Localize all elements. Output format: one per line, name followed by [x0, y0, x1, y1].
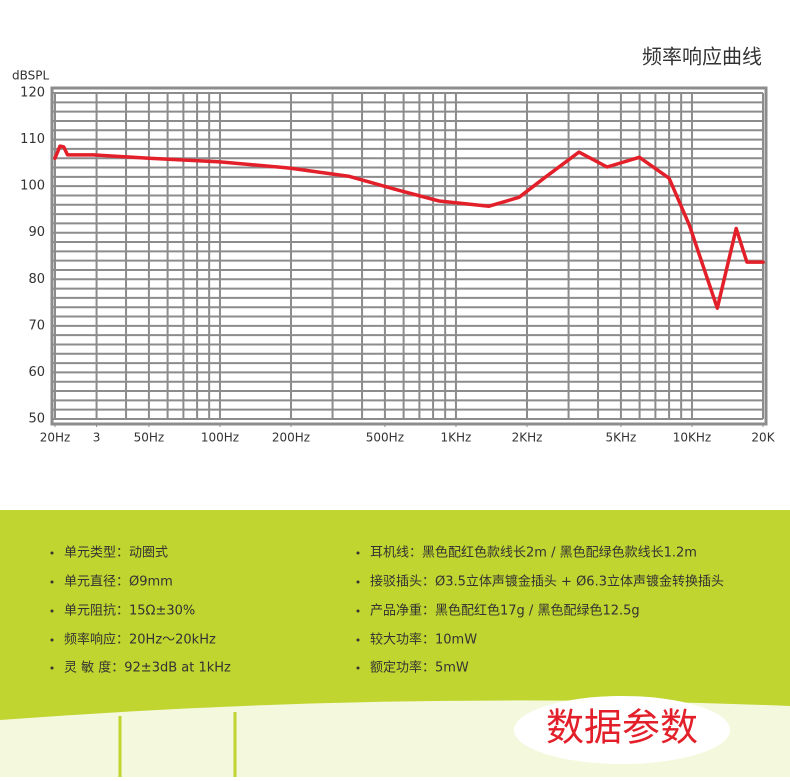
plot-frame	[50, 86, 768, 426]
bullet	[50, 609, 54, 613]
bullet	[356, 638, 360, 642]
x-tick-label: 3	[93, 431, 101, 445]
x-tick-label: 2KHz	[512, 431, 543, 445]
spec-item: 单元阻抗：15Ω±30%	[64, 604, 195, 619]
spec-item: 接驳插头：Ø3.5立体声镀金插头 + Ø6.3立体声镀金转换插头	[370, 574, 724, 590]
y-tick-bg	[18, 271, 46, 288]
y-axis-label: dBSPL	[12, 69, 49, 83]
x-tick-label: 20K	[751, 431, 775, 445]
bullet	[356, 551, 360, 555]
spec-item: 额定功率：5mW	[370, 660, 469, 676]
bullet	[50, 580, 54, 584]
y-tick-label: 100	[20, 179, 45, 194]
y-tick-bg	[18, 131, 46, 148]
bullet	[356, 580, 360, 584]
y-tick-bg	[18, 364, 46, 381]
bullet	[50, 638, 54, 642]
y-tick-bg	[18, 317, 46, 334]
y-tick-bg	[18, 85, 46, 101]
spec-item: 单元类型：动圈式	[64, 546, 168, 561]
x-tick-label: 20Hz	[40, 431, 71, 445]
spec-item: 较大功率：10mW	[370, 632, 477, 648]
spec-item: 耳机线：黑色配红色款线长2m / 黑色配绿色款线长1.2m	[370, 545, 697, 561]
spec-item: 频率响应：20Hz～20kHz	[64, 632, 216, 648]
x-tick-label: 5KHz	[605, 431, 636, 445]
y-tick-label: 70	[28, 318, 45, 333]
x-tick-label: 500Hz	[366, 431, 404, 445]
bullet	[356, 666, 360, 670]
y-tick-label: 50	[28, 412, 45, 427]
x-tick-label: 1KHz	[441, 431, 472, 445]
y-tick-bg	[18, 411, 46, 427]
y-tick-label: 120	[20, 86, 45, 101]
y-tick-label: 110	[20, 132, 45, 147]
wave-stripes	[118, 712, 237, 777]
banner-bg	[514, 696, 730, 764]
x-tick-label: 100Hz	[201, 431, 239, 445]
response-curve	[53, 144, 765, 310]
y-tick-label: 90	[28, 225, 45, 240]
chart-title: 频率响应曲线	[642, 45, 762, 69]
x-tick-label: 200Hz	[272, 431, 310, 445]
bullet	[50, 666, 54, 670]
spec-item: 产品净重：黑色配红色17g / 黑色配绿色12.5g	[370, 603, 640, 619]
spec-item: 单元直径：Ø9mm	[64, 575, 173, 590]
y-tick-label: 80	[28, 272, 45, 287]
x-tick-label: 50Hz	[134, 431, 165, 445]
banner: 数据参数	[546, 706, 698, 750]
spec-item: 灵 敏 度：92±3dB at 1kHz	[64, 660, 231, 676]
y-tick-bg	[18, 224, 46, 241]
x-tick-label: 10KHz	[673, 431, 711, 445]
bullet	[356, 609, 360, 613]
y-tick-label: 60	[28, 365, 45, 380]
bullet	[50, 551, 54, 555]
y-tick-bg	[18, 178, 46, 195]
